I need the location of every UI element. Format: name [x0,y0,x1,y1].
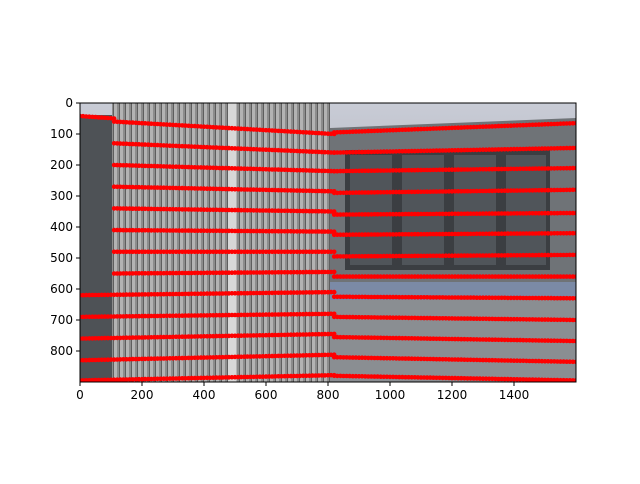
data-point [573,317,576,323]
y-tick-label: 300 [50,189,73,203]
data-point [573,378,576,382]
x-tick-label: 200 [131,388,154,402]
data-point [331,249,337,255]
x-tick-label: 0 [76,388,84,402]
x-tick-label: 800 [317,388,340,402]
y-tick-label: 700 [50,313,73,327]
data-point [573,359,576,365]
y-axis: 0 100 200 300 400 500 600 700 800 [50,96,80,358]
y-tick-label: 0 [65,96,73,110]
x-tick-label: 400 [193,388,216,402]
data-point [573,296,576,301]
data-point [573,145,576,151]
data-point [331,269,337,275]
data-point [573,120,576,126]
x-tick-label: 1200 [437,388,468,402]
x-tick-label: 1400 [499,388,530,402]
x-axis: 0 200 400 600 800 1000 1200 1400 [76,382,529,402]
y-tick-label: 600 [50,282,73,296]
x-tick-label: 1000 [375,388,406,402]
y-tick-label: 200 [50,158,73,172]
x-tick-label: 600 [255,388,278,402]
data-point [573,187,576,193]
y-tick-label: 400 [50,220,73,234]
y-tick-label: 500 [50,251,73,265]
data-point [331,289,337,295]
data-point [573,338,576,344]
scatter-points [80,113,576,382]
data-point [331,331,337,337]
data-point [573,210,576,216]
data-point [573,274,576,279]
data-point [573,252,576,258]
y-tick-label: 800 [50,344,73,358]
y-tick-label: 100 [50,127,73,141]
data-point [573,230,576,236]
data-point [573,165,576,171]
